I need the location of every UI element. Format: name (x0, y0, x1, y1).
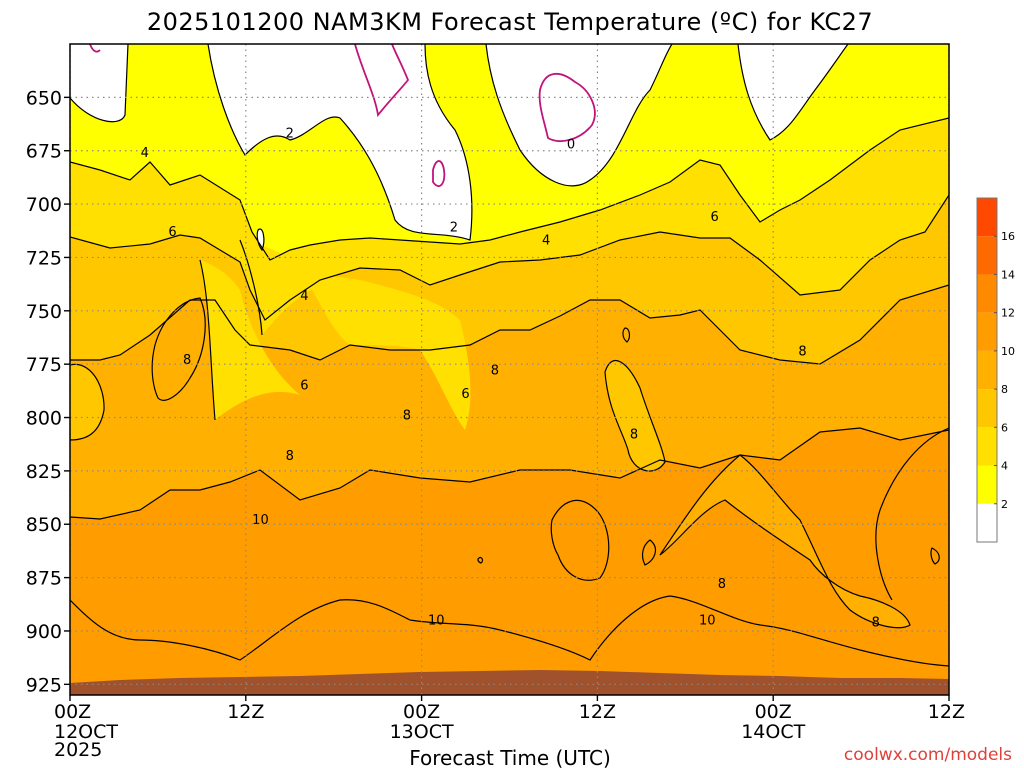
contour-label: 6 (168, 225, 176, 240)
y-tick-label: 700 (26, 194, 62, 216)
y-tick-label: 925 (26, 674, 62, 696)
band-4-6-bulge (200, 260, 300, 420)
contour-label: 6 (461, 387, 469, 402)
contour-label: 4 (542, 233, 550, 248)
colorbar-label: 8 (1001, 383, 1008, 396)
colorbar-label: 14 (1001, 268, 1015, 281)
colorbar-segment (977, 274, 997, 313)
y-axis: 650 675 700 725 750 775 800 825 850 875 900 925 (26, 87, 70, 696)
y-tick-label: 750 (26, 301, 62, 323)
x-axis-title: Forecast Time (UTC) (409, 746, 611, 768)
surface-fill (70, 670, 949, 695)
colorbar-label: 6 (1001, 421, 1008, 434)
colorbar-label: 4 (1001, 460, 1008, 473)
y-tick-label: 825 (26, 461, 62, 483)
colorbar-segment (977, 236, 997, 275)
contour-label: 0 (567, 137, 575, 152)
y-tick-label: 875 (26, 568, 62, 590)
colorbar: 2 4 6 8 10 12 14 16 (976, 197, 1015, 543)
band-10-12-pocket-right (875, 428, 949, 618)
y-tick-label: 850 (26, 514, 62, 536)
contour-label: 2 (450, 221, 458, 236)
contour-label: 10 (699, 613, 716, 628)
colorbar-segment (977, 312, 997, 351)
band-0-2-small (257, 229, 264, 250)
chart-title: 2025101200 NAM3KM Forecast Temperature (… (147, 8, 873, 36)
y-tick-label: 675 (26, 141, 62, 163)
plot-area: 0 2 2 4 4 4 6 6 6 6 8 8 8 8 8 8 8 8 10 10 10 (70, 44, 949, 695)
contour-label: 8 (872, 615, 880, 630)
contour-label: 10 (252, 513, 269, 528)
contour-label: 8 (491, 364, 499, 379)
band-6-8-pocket-left (70, 364, 105, 440)
y-tick-label: 900 (26, 621, 62, 643)
colorbar-segment (977, 503, 997, 542)
surface-terrain (70, 670, 949, 695)
contour-label: 8 (403, 408, 411, 423)
y-tick-label: 775 (26, 354, 62, 376)
band-0-2-center-left (208, 44, 472, 240)
contour-label-group: 0 2 2 4 4 4 6 6 6 6 8 8 8 8 8 8 8 8 10 10 10 (141, 127, 880, 631)
band-0-2-right (738, 44, 848, 140)
x-tick-date-label: 13OCT (390, 721, 454, 743)
colorbar-segment (977, 389, 997, 428)
credit-text: coolwx.com/models (844, 745, 1012, 765)
y-tick-label: 725 (26, 247, 62, 269)
x-tick-date-label: 14OCT (741, 721, 805, 743)
x-tick-time-label: 00Z (54, 701, 91, 723)
x-tick-year-label: 2025 (54, 739, 102, 761)
colorbar-segment (977, 427, 997, 466)
colorbar-label: 10 (1001, 345, 1015, 358)
colorbar-segment (977, 465, 997, 504)
contour-label: 6 (300, 379, 308, 394)
contour-label: 4 (141, 146, 149, 161)
contour-label: 6 (710, 210, 718, 225)
contour-label: 8 (286, 449, 294, 464)
band-6-8-pocket (605, 360, 665, 472)
colorbar-segment (977, 198, 997, 237)
colorbar-label: 12 (1001, 307, 1015, 320)
band-8-10-lower (660, 455, 910, 628)
plot-frame (69, 43, 950, 696)
contour-label: 8 (798, 344, 806, 359)
band-0-2-left (70, 44, 128, 122)
y-tick-label: 800 (26, 408, 62, 430)
x-tick-time-label: 12Z (928, 701, 965, 723)
colorbar-frame (976, 197, 998, 543)
y-tick-label: 650 (26, 87, 62, 109)
contour-label: 10 (428, 613, 445, 628)
contour-label: 8 (630, 428, 638, 443)
contour-label: 8 (183, 353, 191, 368)
contour-label: 2 (286, 127, 294, 142)
contour-label: 8 (718, 577, 726, 592)
x-tick-date-label: 12OCT (54, 721, 118, 743)
x-tick-time-label: 12Z (579, 701, 616, 723)
colorbar-label: 2 (1001, 498, 1008, 511)
x-tick-time-label: 00Z (755, 701, 792, 723)
contour-lines (70, 44, 949, 667)
x-tick-time-label: 00Z (403, 701, 440, 723)
colorbar-segment (977, 350, 997, 390)
x-tick-time-label: 12Z (227, 701, 264, 723)
colorbar-label: 16 (1001, 230, 1015, 243)
freezing-contours (89, 44, 596, 187)
band-10-12-pocket-mid (551, 500, 609, 581)
band-4-6-plume (300, 270, 471, 430)
contour-label: 4 (300, 289, 308, 304)
